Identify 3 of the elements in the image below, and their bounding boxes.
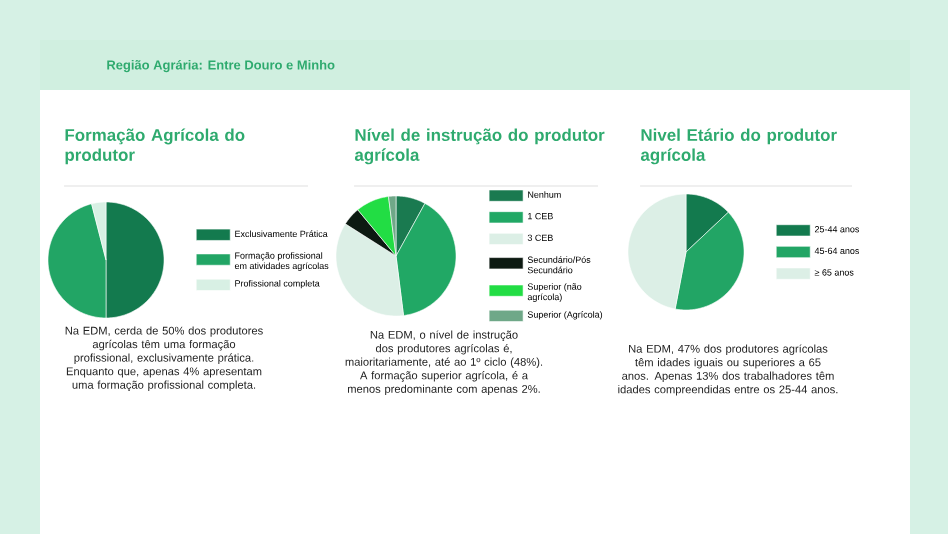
chart-title: Formação Agrícola do produtor — [65, 128, 245, 165]
chart-title: Nível de instrução do produtor agrícola — [354, 128, 605, 165]
chart-title: Nivel Etário do produtor agrícola — [640, 128, 837, 165]
